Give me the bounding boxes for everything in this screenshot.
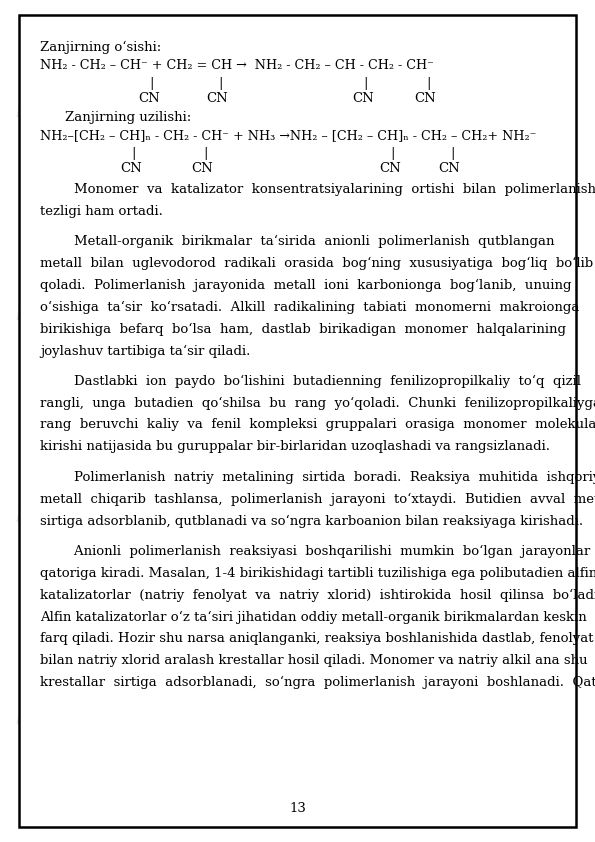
Text: Dastlabki  ion  paydo  bo‘lishini  butadienning  fenilizopropilkaliy  to‘q  qizi: Dastlabki ion paydo bo‘lishini butadienn… (40, 375, 581, 388)
Text: NH₂ - CH₂ – CH⁻ + CH₂ = CH →  NH₂ - CH₂ – CH - CH₂ - CH⁻: NH₂ - CH₂ – CH⁻ + CH₂ = CH → NH₂ - CH₂ –… (40, 59, 434, 72)
Text: Monomer  va  katalizator  konsentratsiyalarining  ortishi  bilan  polimerlanish: Monomer va katalizator konsentratsiyalar… (40, 183, 595, 195)
Text: |: | (203, 147, 208, 160)
Text: metall  bilan  uglevodorod  radikali  orasida  bog‘ning  xususiyatiga  bog‘liq  : metall bilan uglevodorod radikali orasid… (40, 257, 594, 270)
Text: |: | (131, 147, 136, 160)
Text: CN: CN (120, 162, 142, 174)
Text: birikishiga  befarq  bo‘lsa  ham,  dastlab  birikadigan  monomer  halqalarining: birikishiga befarq bo‘lsa ham, dastlab b… (40, 322, 566, 336)
Text: metall  chiqarib  tashlansa,  polimerlanish  jarayoni  to‘xtaydi.  Butidien  avv: metall chiqarib tashlansa, polimerlanish… (40, 493, 595, 506)
Text: Zanjirning o‘sishi:: Zanjirning o‘sishi: (40, 41, 162, 55)
Text: CN: CN (415, 92, 436, 104)
Text: katalizatorlar  (natriy  fenolyat  va  natriy  xlorid)  ishtirokida  hosil  qili: katalizatorlar (natriy fenolyat va natri… (40, 589, 595, 602)
Text: farq qiladi. Hozir shu narsa aniqlanganki, reaksiya boshlanishida dastlab, fenol: farq qiladi. Hozir shu narsa aniqlangank… (40, 632, 594, 645)
Text: Docx.uz: Docx.uz (16, 499, 139, 528)
Text: CN: CN (352, 92, 374, 104)
Text: Docx.uz: Docx.uz (409, 701, 531, 730)
Text: CN: CN (192, 162, 213, 174)
Text: sirtiga adsorblanib, qutblanadi va so‘ngra karboanion bilan reaksiyaga kirishadi: sirtiga adsorblanib, qutblanadi va so‘ng… (40, 514, 584, 528)
Text: |: | (364, 77, 368, 90)
Text: CN: CN (138, 92, 159, 104)
Text: bilan natriy xlorid aralash krestallar hosil qiladi. Monomer va natriy alkil ana: bilan natriy xlorid aralash krestallar h… (40, 654, 588, 667)
Text: Alfin katalizatorlar o‘z ta‘siri jihatidan oddiy metall-organik birikmalardan ke: Alfin katalizatorlar o‘z ta‘siri jihatid… (40, 610, 587, 624)
Text: CN: CN (206, 92, 228, 104)
Text: rangli,  unga  butadien  qo‘shilsa  bu  rang  yo‘qoladi.  Chunki  fenilizopropil: rangli, unga butadien qo‘shilsa bu rang … (40, 397, 595, 410)
Text: 13: 13 (289, 802, 306, 815)
Text: qatoriga kiradi. Masalan, 1-4 birikishidagi tartibli tuzilishiga ega polibutadie: qatoriga kiradi. Masalan, 1-4 birikishid… (40, 567, 595, 579)
Text: Zanjirning uzilishi:: Zanjirning uzilishi: (65, 111, 192, 124)
Text: krestallar  sirtiga  adsorblanadi,  so‘ngra  polimerlanish  jarayoni  boshlanadi: krestallar sirtiga adsorblanadi, so‘ngra… (40, 676, 595, 690)
Text: Docx.uz: Docx.uz (16, 297, 139, 326)
Text: Polimerlanish  natriy  metalining  sirtida  boradi.  Reaksiya  muhitida  ishqori: Polimerlanish natriy metalining sirtida … (40, 471, 595, 483)
Text: |: | (426, 77, 431, 90)
Text: qoladi.  Polimerlanish  jarayonida  metall  ioni  karbonionga  bog‘lanib,  unuin: qoladi. Polimerlanish jarayonida metall … (40, 279, 572, 292)
Text: |: | (218, 77, 223, 90)
Text: Docx.uz: Docx.uz (409, 95, 531, 124)
Text: Docx.uz: Docx.uz (212, 297, 335, 326)
Text: |: | (390, 147, 395, 160)
Text: tezligi ham ortadi.: tezligi ham ortadi. (40, 205, 164, 217)
Text: NH₂–[CH₂ – CH]ₙ - CH₂ - CH⁻ + NH₃ →NH₂ – [CH₂ – CH]ₙ - CH₂ – CH₂+ NH₂⁻: NH₂–[CH₂ – CH]ₙ - CH₂ - CH⁻ + NH₃ →NH₂ –… (40, 129, 537, 141)
Text: rang  beruvchi  kaliy  va  fenil  kompleksi  gruppalari  orasiga  monomer  molek: rang beruvchi kaliy va fenil kompleksi g… (40, 418, 595, 431)
Text: o‘sishiga  ta‘sir  ko‘rsatadi.  Alkill  radikalining  tabiati  monomerni  makroi: o‘sishiga ta‘sir ko‘rsatadi. Alkill radi… (40, 301, 580, 314)
Text: Anionli  polimerlanish  reaksiyasi  boshqarilishi  mumkin  bo‘lgan  jarayonlar: Anionli polimerlanish reaksiyasi boshqar… (40, 545, 591, 558)
Text: joylashuv tartibiga ta‘sir qiladi.: joylashuv tartibiga ta‘sir qiladi. (40, 344, 251, 358)
Text: Docx.uz: Docx.uz (409, 499, 531, 528)
Text: Metall-organik  birikmalar  ta‘sirida  anionli  polimerlanish  qutblangan: Metall-organik birikmalar ta‘sirida anio… (40, 235, 555, 248)
Text: CN: CN (439, 162, 460, 174)
Text: Docx.uz: Docx.uz (16, 701, 139, 730)
Text: Docx.uz: Docx.uz (409, 297, 531, 326)
Text: Docx.uz: Docx.uz (212, 499, 335, 528)
Text: kirishi natijasida bu guruppalar bir-birlaridan uzoqlashadi va rangsizlanadi.: kirishi natijasida bu guruppalar bir-bir… (40, 440, 550, 453)
Text: Docx.uz: Docx.uz (16, 95, 139, 124)
Text: Docx.uz: Docx.uz (212, 701, 335, 730)
Text: Docx.uz: Docx.uz (212, 95, 335, 124)
Text: |: | (149, 77, 154, 90)
FancyBboxPatch shape (19, 15, 576, 827)
Text: |: | (450, 147, 455, 160)
Text: CN: CN (379, 162, 400, 174)
